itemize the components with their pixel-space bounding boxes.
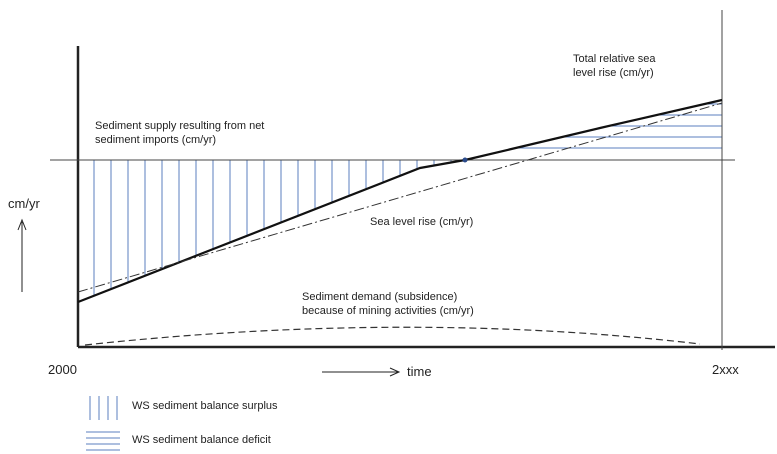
sediment-supply-label-2: sediment imports (cm/yr)	[95, 134, 216, 146]
y-unit-label: cm/yr	[8, 196, 40, 211]
time-arrow-icon	[389, 367, 401, 377]
x-start-label: 2000	[48, 362, 77, 377]
x-axis-label: time	[407, 364, 432, 379]
sediment-demand-label-1: Sediment demand (subsidence)	[302, 291, 457, 303]
sediment-demand-curve	[84, 326, 701, 346]
legend-surplus-swatch	[89, 396, 118, 420]
total-rise-label-2: level rise (cm/yr)	[573, 67, 654, 79]
legend: WS sediment balance surplus WS sediment …	[86, 396, 278, 451]
intersection-point	[462, 157, 468, 163]
x-end-label: 2xxx	[712, 362, 739, 377]
legend-deficit-swatch	[86, 431, 120, 451]
sediment-demand-label-2: because of mining activities (cm/yr)	[302, 305, 474, 317]
sea-level-rise-line	[77, 102, 723, 293]
sea-level-rise-label: Sea level rise (cm/yr)	[370, 216, 473, 228]
sediment-supply-label-1: Sediment supply resulting from net	[95, 120, 264, 132]
total-rise-label-1: Total relative sea	[573, 53, 656, 65]
legend-deficit-label: WS sediment balance deficit	[132, 434, 271, 446]
legend-surplus-label: WS sediment balance surplus	[132, 400, 278, 412]
y-arrow-icon	[17, 218, 27, 231]
surplus-hatch-region	[93, 160, 452, 302]
